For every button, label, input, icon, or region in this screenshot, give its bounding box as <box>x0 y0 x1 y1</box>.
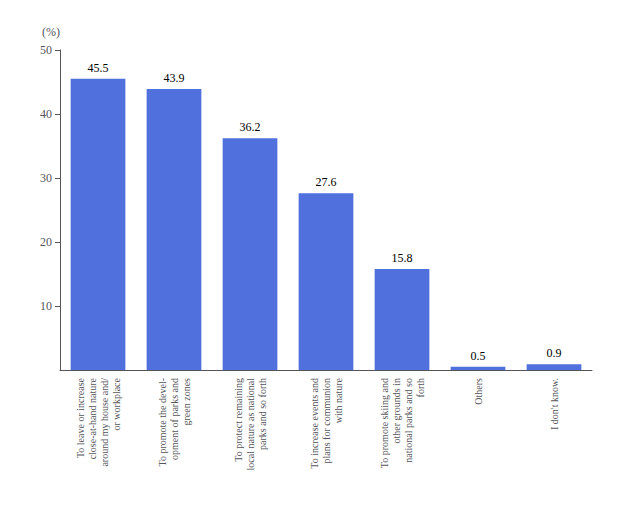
svg-text:(%): (%) <box>42 25 60 39</box>
svg-text:close-at-hand nature: close-at-hand nature <box>87 377 98 459</box>
svg-text:or workplace: or workplace <box>111 377 122 430</box>
svg-text:forth: forth <box>415 378 426 397</box>
svg-text:To protect remaining: To protect remaining <box>233 378 244 462</box>
svg-text:0.5: 0.5 <box>471 349 486 363</box>
svg-text:To promote skiing and: To promote skiing and <box>379 378 390 468</box>
svg-text:parks and so forth: parks and so forth <box>257 378 268 450</box>
svg-text:To leave or increase: To leave or increase <box>75 377 86 458</box>
svg-text:To promote the devel-: To promote the devel- <box>157 378 168 466</box>
svg-text:I don't know.: I don't know. <box>549 378 560 430</box>
svg-text:40: 40 <box>40 107 52 121</box>
svg-text:0.9: 0.9 <box>547 346 562 360</box>
svg-text:30: 30 <box>40 171 52 185</box>
svg-text:green zones: green zones <box>181 378 192 426</box>
svg-text:50: 50 <box>40 43 52 57</box>
svg-text:Others: Others <box>473 378 484 405</box>
svg-text:27.6: 27.6 <box>316 175 337 189</box>
svg-text:15.8: 15.8 <box>392 251 413 265</box>
svg-text:plans for communion: plans for communion <box>321 378 332 464</box>
svg-text:other grounds in: other grounds in <box>391 378 402 444</box>
svg-text:national parks and so: national parks and so <box>403 378 414 463</box>
svg-text:36.2: 36.2 <box>240 120 261 134</box>
svg-text:with nature: with nature <box>333 377 344 423</box>
svg-text:To increase events and: To increase events and <box>309 378 320 469</box>
svg-text:around my house and/: around my house and/ <box>99 378 110 467</box>
svg-text:10: 10 <box>40 299 52 313</box>
svg-text:43.9: 43.9 <box>164 71 185 85</box>
svg-text:20: 20 <box>40 235 52 249</box>
svg-text:local nature as national: local nature as national <box>245 378 256 471</box>
svg-text:opment of parks and: opment of parks and <box>169 378 180 460</box>
svg-text:45.5: 45.5 <box>88 61 109 75</box>
